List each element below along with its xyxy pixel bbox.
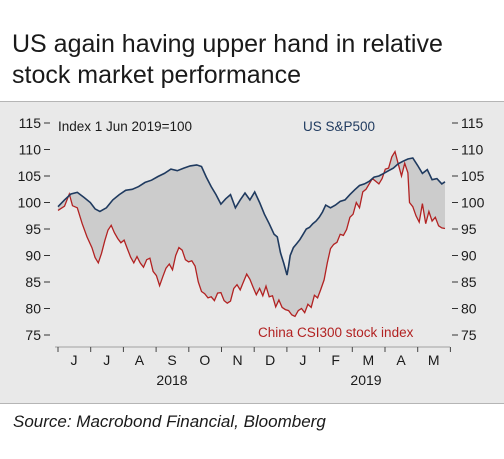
series-label-china: China CSI300 stock index <box>258 325 414 340</box>
series-label-us: US S&P500 <box>303 119 375 134</box>
us-sp500-line <box>57 157 446 276</box>
y-label-right-100: 100 <box>461 195 485 211</box>
y-label-left-100: 100 <box>18 195 42 211</box>
chart-svg: 75 75 80 80 85 85 90 90 95 95 100 100 105 105 110 110 11… <box>18 115 485 388</box>
y-label-right-95: 95 <box>461 221 477 237</box>
y-label-right-115: 115 <box>461 115 484 131</box>
y-label-left-115: 115 <box>19 115 42 131</box>
y-label-right-75: 75 <box>461 327 477 343</box>
y-label-left-80: 80 <box>25 301 41 317</box>
y-label-right-105: 105 <box>461 168 485 184</box>
y-label-left-95: 95 <box>25 221 41 237</box>
x-label-9: M <box>362 352 374 368</box>
y-label-left-105: 105 <box>18 168 42 184</box>
chart-title: US again having upper hand in relative s… <box>12 30 443 89</box>
footer <box>0 404 504 459</box>
x-label-10: A <box>396 352 406 368</box>
y-label-right-80: 80 <box>461 301 477 317</box>
spread-area <box>58 151 445 317</box>
x-label-5: N <box>232 352 242 368</box>
x-label-7: J <box>299 352 306 368</box>
y-label-left-85: 85 <box>25 274 41 290</box>
y-label-left-75: 75 <box>25 327 41 343</box>
year-label-2019: 2019 <box>350 372 381 388</box>
y-label-right-85: 85 <box>461 274 477 290</box>
year-label-2018: 2018 <box>156 372 187 388</box>
x-label-3: S <box>167 352 176 368</box>
header: US again having upper hand in relative s… <box>0 0 504 101</box>
x-label-11: M <box>428 352 440 368</box>
y-label-left-90: 90 <box>25 248 41 264</box>
x-label-0: J <box>71 352 78 368</box>
source-note: Source: Macrobond Financial, Bloomberg <box>13 412 326 431</box>
x-label-4: O <box>199 352 210 368</box>
y-label-right-90: 90 <box>461 248 477 264</box>
index-note: Index 1 Jun 2019=100 <box>58 119 192 134</box>
x-label-2: A <box>135 352 145 368</box>
x-label-1: J <box>103 352 110 368</box>
x-label-6: D <box>265 352 275 368</box>
y-label-right-110: 110 <box>461 142 484 158</box>
x-label-8: F <box>331 352 340 368</box>
y-label-left-110: 110 <box>19 142 42 158</box>
